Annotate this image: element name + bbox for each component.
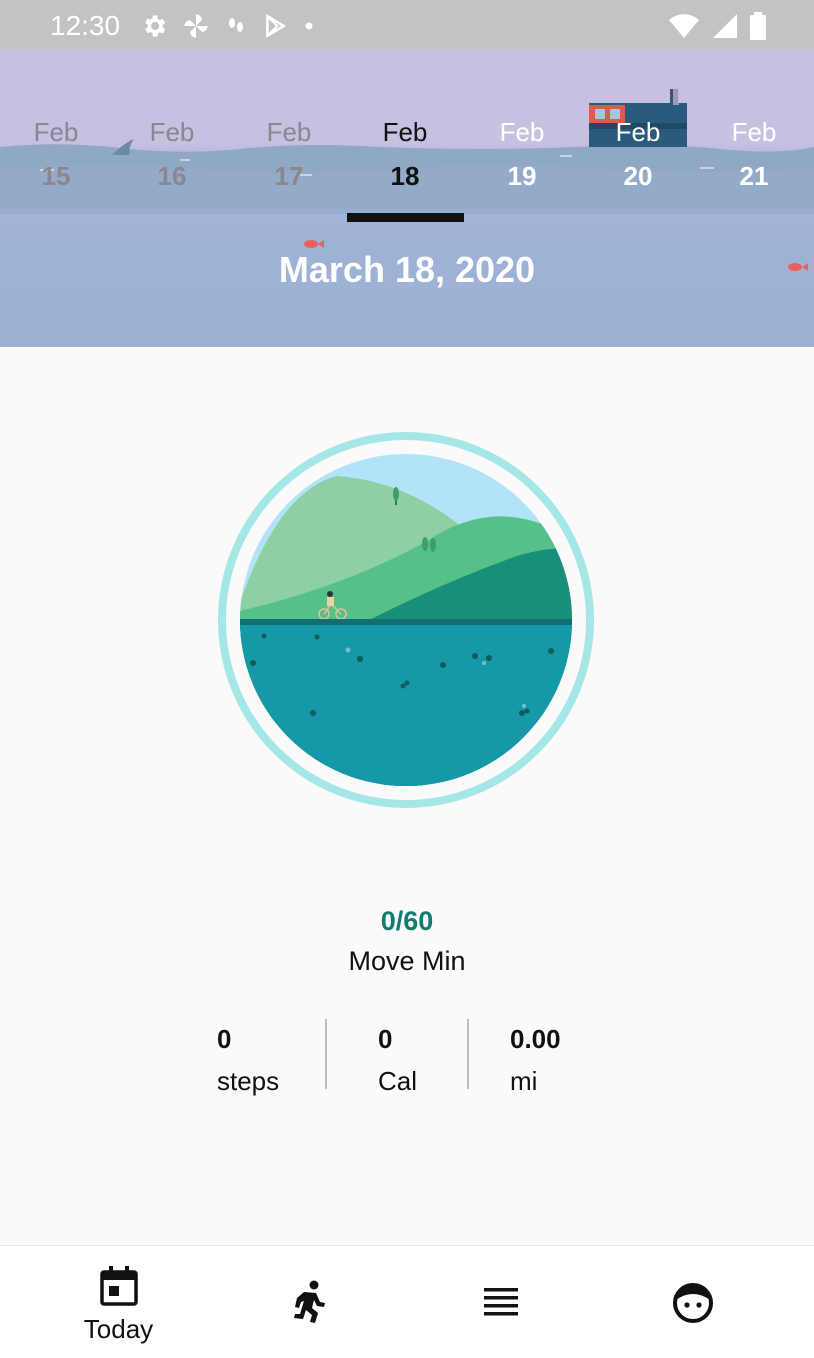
date-item-feb-16[interactable]: Feb 16: [114, 111, 230, 211]
stat-value: 0.00: [510, 1024, 561, 1054]
pinwheel-icon: [184, 14, 208, 38]
date-month: Feb: [33, 117, 79, 147]
date-day: 20: [623, 161, 653, 191]
date-day: 18: [390, 161, 420, 191]
goal-ring[interactable]: [217, 431, 595, 809]
status-icons-right: [668, 11, 766, 41]
nav-profile[interactable]: [591, 1246, 794, 1358]
date-day: 19: [507, 161, 537, 191]
date-item-feb-18[interactable]: Feb 18: [347, 111, 463, 211]
nav-today[interactable]: Today: [17, 1246, 220, 1358]
bottom-navigation: Today: [0, 1245, 814, 1358]
footsteps-icon: [229, 18, 243, 32]
date-item-feb-15[interactable]: Feb 15: [0, 111, 114, 211]
journal-list-icon: [483, 1288, 518, 1316]
date-month: Feb: [382, 117, 428, 147]
dot-icon: [305, 22, 313, 30]
stat-divider: [325, 1019, 327, 1089]
play-store-icon: [266, 13, 287, 39]
status-time: 12:30: [50, 10, 121, 41]
date-selector: Feb 15 Feb 16 Feb 17 Feb 18 Feb 19 Feb 2…: [0, 111, 814, 211]
move-minutes-value: 0/60: [380, 906, 434, 936]
calendar-icon: [99, 1266, 138, 1306]
date-day: 17: [274, 161, 304, 191]
date-day: 15: [41, 161, 71, 191]
stat-label: steps: [217, 1066, 280, 1096]
selected-date-indicator: [347, 213, 464, 222]
date-month: Feb: [149, 117, 195, 147]
nav-activity[interactable]: [207, 1246, 410, 1358]
date-day: 21: [739, 161, 769, 191]
wifi-icon: [669, 14, 699, 38]
stat-label: mi: [510, 1066, 538, 1096]
goal-ring-illustration: [218, 432, 594, 808]
date-month: Feb: [615, 117, 661, 147]
running-person-icon: [293, 1280, 325, 1323]
stat-calories: 0 Cal: [378, 1024, 417, 1097]
date-month: Feb: [731, 117, 777, 147]
status-icons-left: [140, 11, 316, 41]
ocean-scene-illustration: [0, 87, 814, 271]
cyclist-illustration: [318, 591, 347, 620]
profile-face-icon: [672, 1283, 713, 1323]
signal-icon: [713, 14, 737, 38]
boat-illustration: [589, 87, 687, 147]
date-item-feb-17[interactable]: Feb 17: [231, 111, 347, 211]
date-item-feb-19[interactable]: Feb 19: [464, 111, 580, 211]
stat-steps: 0 steps: [217, 1024, 279, 1097]
move-minutes-label: Move Min: [348, 946, 466, 976]
stat-distance: 0.00 mi: [510, 1024, 561, 1097]
current-date-title: March 18, 2020: [278, 249, 536, 290]
stat-value: 0: [217, 1024, 232, 1054]
nav-journal[interactable]: [399, 1246, 602, 1358]
date-header: Feb 15 Feb 16 Feb 17 Feb 18 Feb 19 Feb 2…: [0, 49, 814, 347]
stat-divider: [467, 1019, 469, 1089]
stat-value: 0: [378, 1024, 393, 1054]
status-bar: 12:30: [0, 0, 814, 49]
nav-today-label: Today: [83, 1314, 154, 1344]
date-item-feb-21[interactable]: Feb 21: [696, 111, 812, 211]
date-month: Feb: [266, 117, 312, 147]
date-day: 16: [157, 161, 187, 191]
date-item-feb-20[interactable]: Feb 20: [580, 111, 696, 211]
stat-label: Cal: [378, 1066, 418, 1096]
gear-icon: [145, 15, 166, 37]
date-month: Feb: [499, 117, 545, 147]
battery-icon: [750, 12, 766, 40]
